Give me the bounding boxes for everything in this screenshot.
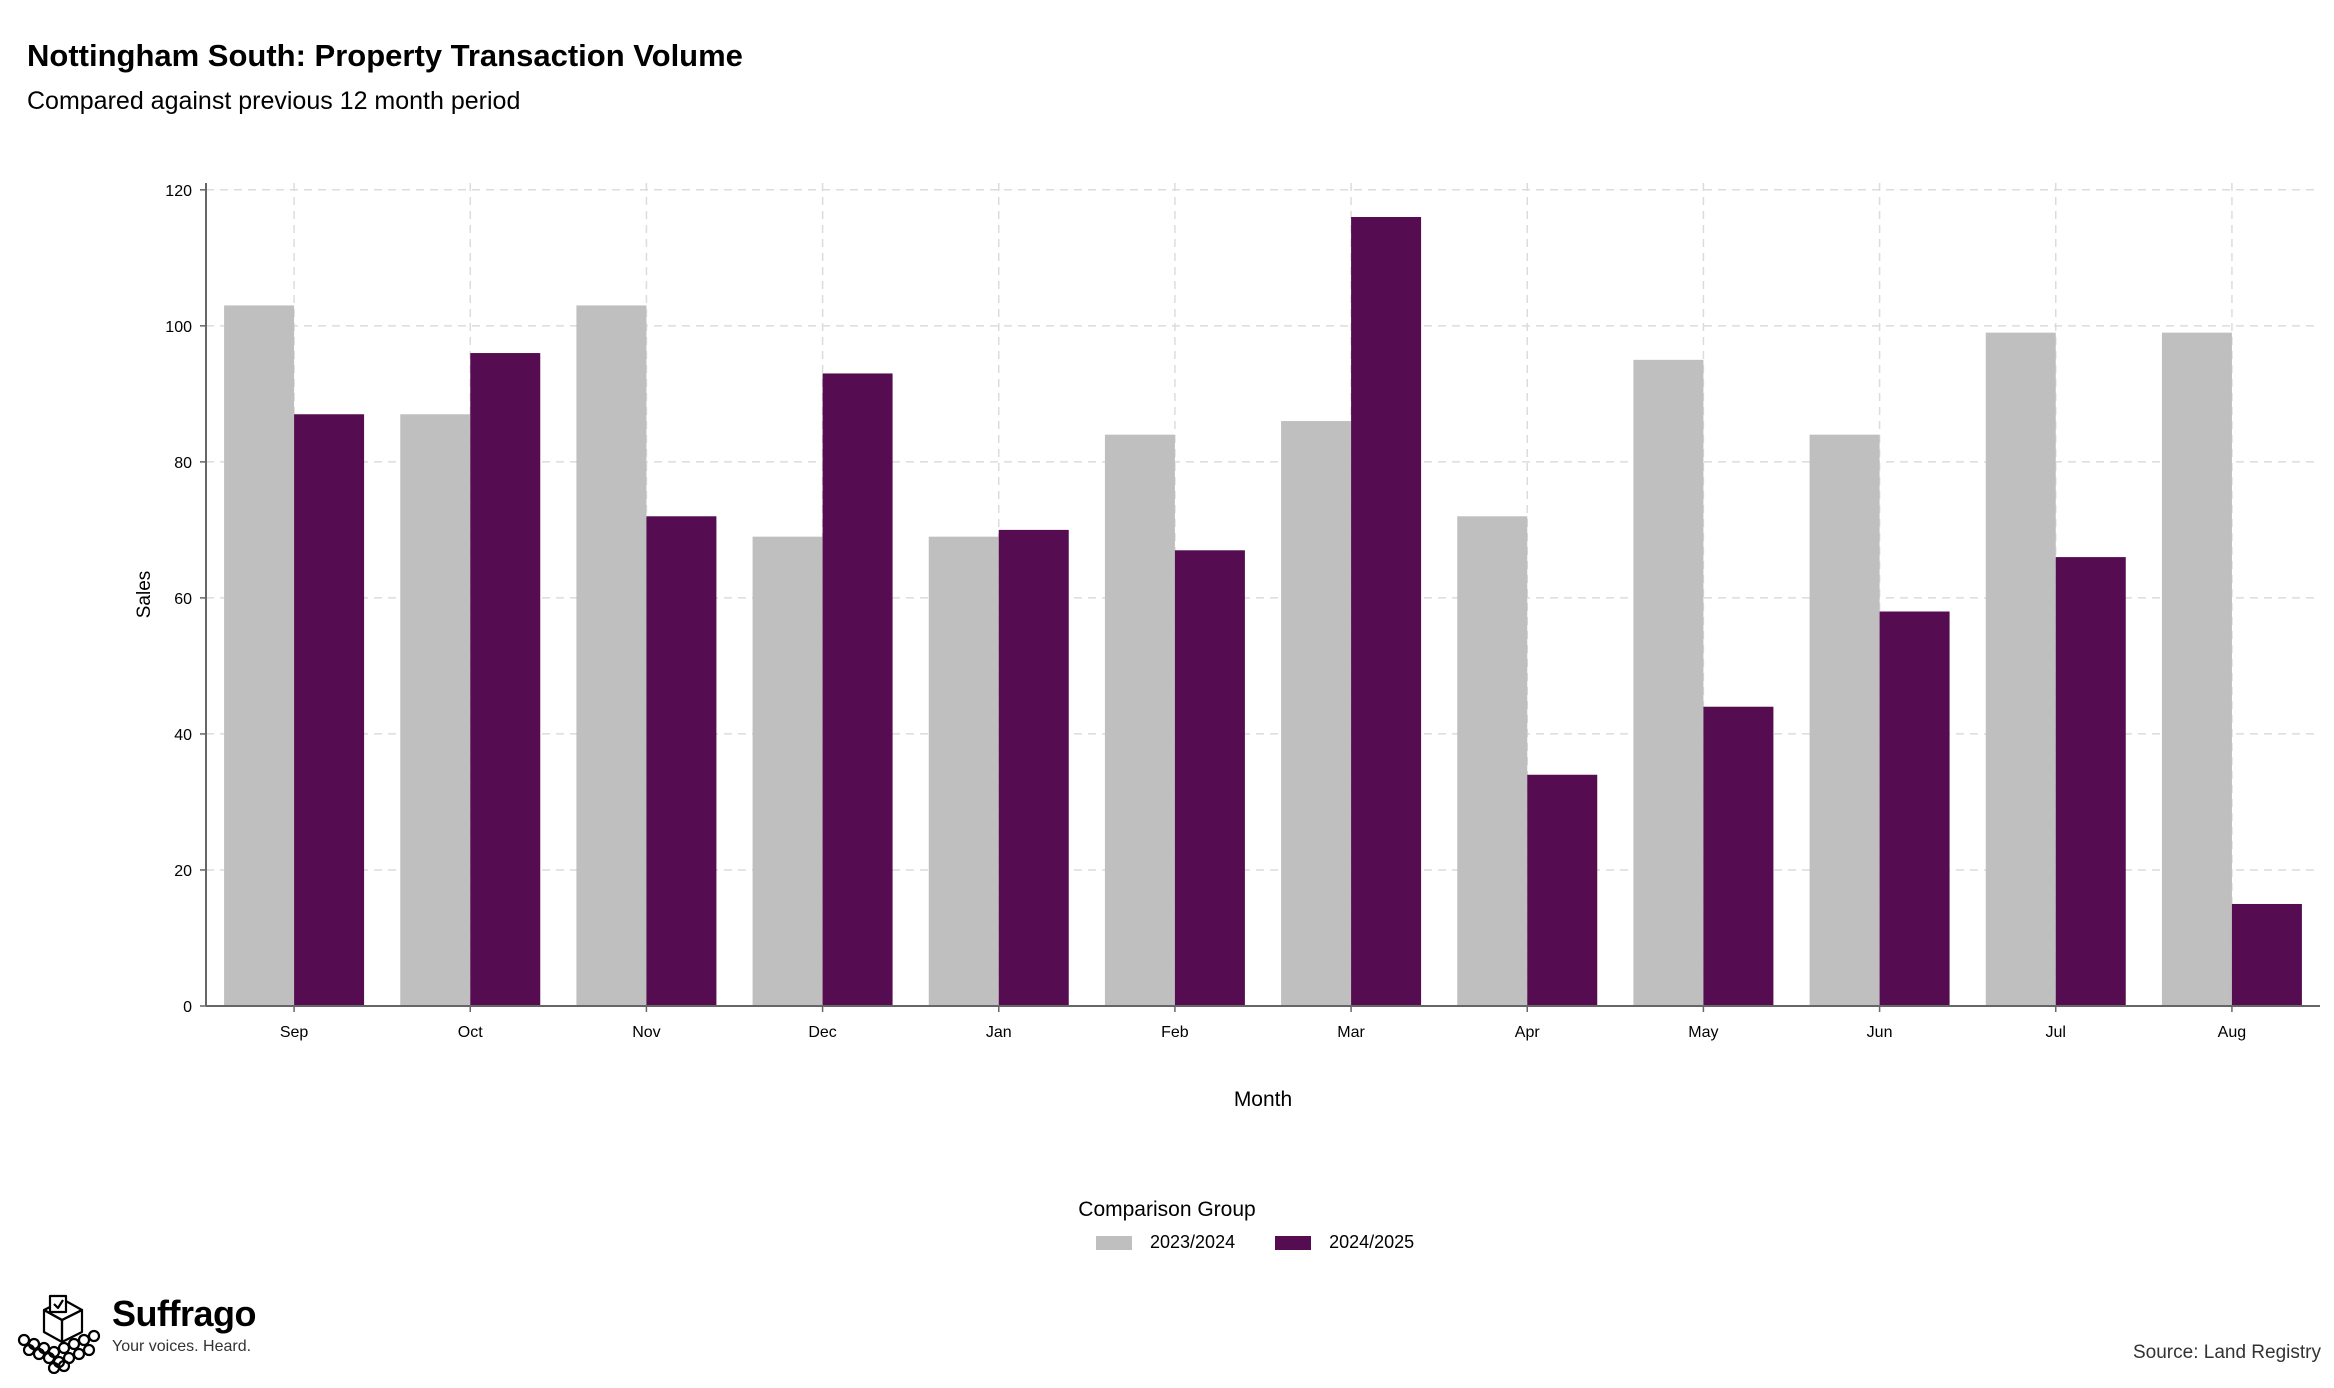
bar-2024-2025-feb (1174, 550, 1245, 1006)
bar-2024-2025-apr (1527, 774, 1598, 1006)
bar-2023-2024-jan (928, 536, 999, 1006)
bar-2023-2024-sep (224, 305, 295, 1006)
y-tick-label: 20 (174, 863, 192, 880)
bar-2023-2024-jun (1809, 434, 1880, 1007)
bar-2023-2024-dec (752, 536, 823, 1006)
x-tick-label: Dec (808, 1024, 836, 1041)
y-tick-label: 100 (165, 319, 192, 336)
x-tick-label: Oct (458, 1024, 483, 1041)
bar-2023-2024-jul (1985, 332, 2056, 1006)
brand-logo: Suffrago Your voices. Heard. (14, 1293, 257, 1374)
legend-label: 2023/2024 (1150, 1232, 1236, 1252)
bar-2024-2025-may (1703, 706, 1774, 1006)
bar-2023-2024-apr (1457, 516, 1528, 1006)
chart-title: Nottingham South: Property Transaction V… (27, 38, 743, 73)
legend-item-2023-2024: 2023/2024 (1096, 1232, 1235, 1253)
legend-label: 2024/2025 (1329, 1232, 1415, 1252)
bar-2023-2024-nov (576, 305, 647, 1006)
x-tick-label: Jul (2046, 1024, 2066, 1041)
brand-name: Suffrago (112, 1293, 257, 1334)
x-tick-label: Mar (1337, 1024, 1365, 1041)
y-tick-label: 60 (174, 591, 192, 608)
bar-2024-2025-mar (1351, 217, 1422, 1006)
legend-swatch (1096, 1235, 1132, 1250)
x-tick-label: Apr (1515, 1024, 1541, 1041)
bar-2024-2025-sep (294, 414, 365, 1006)
bar-chart: 0 20 40 60 80 100 120 Sep Oct Nov Dec Jan Feb Mar Apr M… (134, 183, 2320, 1111)
bar-2024-2025-dec (822, 373, 893, 1006)
legend: 2023/2024 2024/2025 (1096, 1232, 1454, 1253)
y-tick-label: 0 (183, 999, 192, 1016)
bar-2023-2024-may (1633, 359, 1704, 1006)
brand-tagline: Your voices. Heard. (112, 1338, 252, 1355)
x-tick-label: Jan (986, 1024, 1012, 1041)
x-tick-label: Sep (280, 1024, 309, 1041)
bar-2024-2025-aug (2231, 903, 2302, 1006)
y-axis-title: Sales (134, 571, 155, 619)
bar-2024-2025-jun (1879, 611, 1950, 1006)
bar-2024-2025-oct (470, 353, 541, 1006)
legend-item-2024-2025: 2024/2025 (1275, 1232, 1414, 1253)
legend-title: Comparison Group (1078, 1198, 1256, 1221)
bar-2024-2025-jan (998, 529, 1069, 1006)
bar-2023-2024-feb (1104, 434, 1175, 1007)
bar-2024-2025-nov (646, 516, 717, 1006)
x-tick-label: Aug (2218, 1024, 2246, 1041)
bar-2023-2024-oct (400, 414, 471, 1006)
x-tick-label: Feb (1161, 1024, 1189, 1041)
y-tick-label: 120 (165, 183, 192, 200)
ballot-box-icon (17, 1294, 101, 1374)
x-tick-label: Jun (1867, 1024, 1893, 1041)
x-axis-title: Month (1234, 1088, 1292, 1111)
y-tick-label: 80 (174, 455, 192, 472)
x-tick-label: May (1688, 1024, 1718, 1041)
bar-2023-2024-mar (1281, 421, 1352, 1006)
source-note: Source: Land Registry (2133, 1342, 2321, 1363)
x-tick-label: Nov (632, 1024, 660, 1041)
y-tick-label: 40 (174, 727, 192, 744)
bar-2024-2025-jul (2055, 557, 2126, 1006)
chart-subtitle: Compared against previous 12 month perio… (27, 87, 521, 115)
bar-2023-2024-aug (2161, 332, 2232, 1006)
legend-swatch (1275, 1235, 1312, 1250)
